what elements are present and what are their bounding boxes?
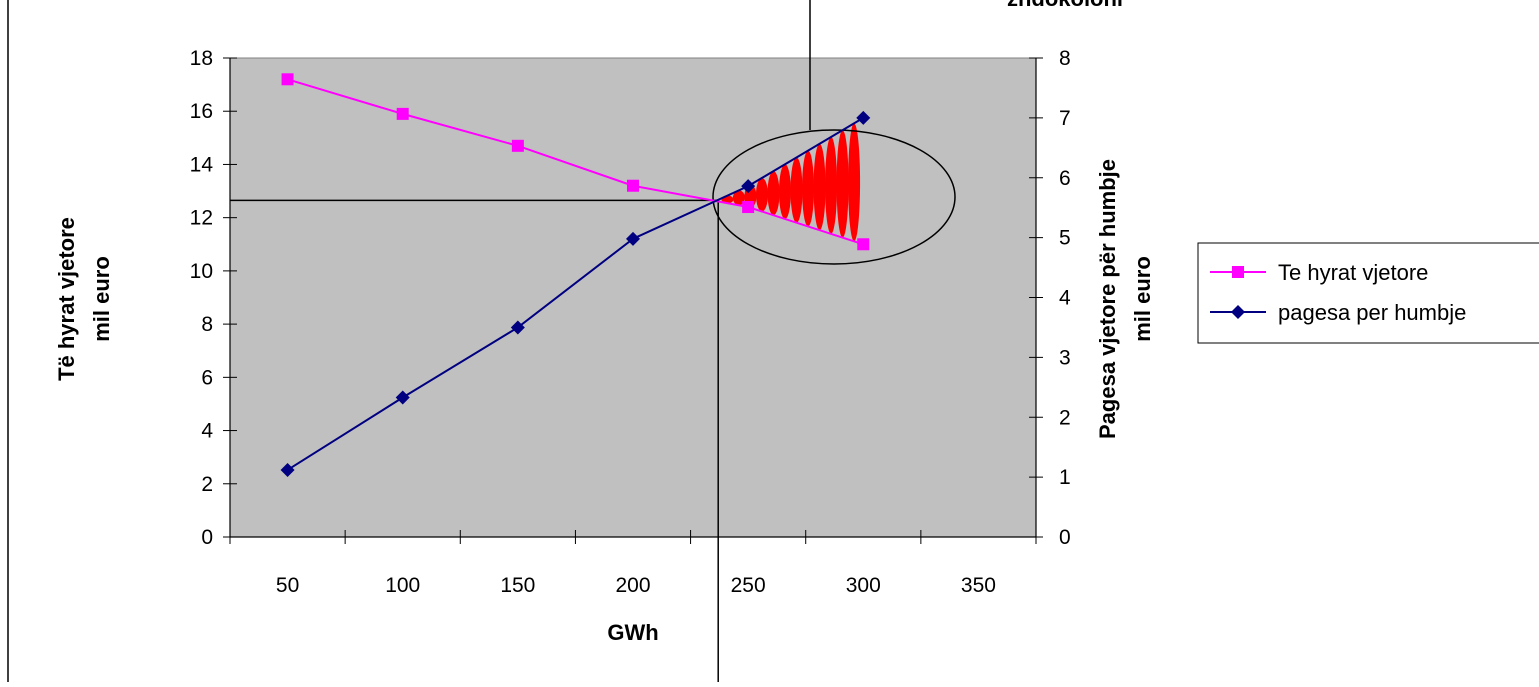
left-y-tick-label: 8 <box>201 313 213 336</box>
x-tick-label: 300 <box>846 574 881 597</box>
left-axis-title-line1: Të hyrat vjetore <box>54 217 79 381</box>
left-y-tick-label: 10 <box>190 260 213 283</box>
x-tick-label: 100 <box>385 574 420 597</box>
right-y-tick-label: 7 <box>1059 107 1071 130</box>
highlight-region <box>712 0 956 265</box>
data-point-square <box>396 107 409 120</box>
right-y-tick-label: 6 <box>1059 167 1071 190</box>
right-y-tick-labels: 0 1 2 3 4 5 6 7 8 <box>1059 47 1071 549</box>
data-point-diamond <box>395 390 410 405</box>
x-tick-label: 150 <box>500 574 535 597</box>
series-line-0 <box>287 78 864 246</box>
highlight-mark <box>802 150 815 227</box>
left-y-tick-labels: 0 2 4 6 8 10 12 14 16 18 <box>190 47 214 549</box>
right-y-tick-label: 5 <box>1059 227 1071 250</box>
legend-label-revenue: Te hyrat vjetore <box>1278 260 1428 285</box>
highlight-mark <box>790 157 803 223</box>
right-y-tick-label: 4 <box>1059 287 1071 310</box>
right-y-tick-label: 2 <box>1059 406 1071 429</box>
x-tick-label: 50 <box>276 574 299 597</box>
left-y-tick-label: 18 <box>190 47 213 70</box>
highlight-mark <box>836 130 849 238</box>
callout-ellipse <box>712 129 956 265</box>
data-point-diamond <box>280 462 295 477</box>
data-point-diamond <box>510 320 525 335</box>
highlight-mark <box>813 143 826 231</box>
left-y-tick-label: 14 <box>190 153 214 176</box>
legend-box <box>1197 242 1539 344</box>
top-annotation: zhdokoloni <box>1007 0 1123 11</box>
legend: Te hyrat vjetore pagesa per humbje <box>1197 242 1539 344</box>
left-y-tick-label: 4 <box>201 420 213 443</box>
plot-area <box>229 57 1037 538</box>
chart-border <box>7 0 9 687</box>
legend-square-marker <box>1232 266 1244 278</box>
x-tick-label: 200 <box>615 574 650 597</box>
x-tick-label: 250 <box>731 574 766 597</box>
data-point-diamond <box>741 179 756 194</box>
left-y-tick-label: 0 <box>201 526 213 549</box>
highlight-mark <box>767 171 780 216</box>
left-y-tick-label: 2 <box>201 473 213 496</box>
reference-lines <box>230 199 719 682</box>
highlight-mark <box>848 123 861 242</box>
left-axis-title: Të hyrat vjetore mil euro <box>54 217 114 381</box>
right-axis-title-line2: mil euro <box>1130 256 1155 342</box>
legend-item-revenue: Te hyrat vjetore <box>1210 260 1428 285</box>
right-y-tick-label: 8 <box>1059 47 1071 70</box>
right-axis-title: Pagesa vjetore për humbje mil euro <box>1095 159 1155 439</box>
x-axis-title: GWh <box>607 620 658 645</box>
data-point-square <box>511 139 524 152</box>
data-point-diamond <box>856 110 871 125</box>
highlight-mark <box>825 136 838 234</box>
right-y-tick-label: 1 <box>1059 466 1071 489</box>
right-axis-title-line1: Pagesa vjetore për humbje <box>1095 159 1120 439</box>
axes <box>223 57 1043 544</box>
data-point-square <box>857 238 870 251</box>
right-y-tick-label: 3 <box>1059 346 1071 369</box>
highlight-mark <box>755 177 768 212</box>
data-point-diamond <box>626 231 640 246</box>
left-y-tick-label: 6 <box>201 366 213 389</box>
data-point-square <box>742 201 755 214</box>
series-layer <box>280 73 871 477</box>
highlight-mark <box>778 164 791 219</box>
legend-item-loss-payment: pagesa per humbje <box>1210 300 1466 325</box>
highlight-mark <box>732 190 745 206</box>
data-point-square <box>281 73 294 86</box>
left-y-tick-label: 16 <box>190 100 213 123</box>
series-line-1 <box>287 117 864 471</box>
left-axis-title-line2: mil euro <box>89 256 114 342</box>
legend-label-loss-payment: pagesa per humbje <box>1278 300 1466 325</box>
x-tick-labels: 50 100 150 200 250 300 350 <box>276 574 996 597</box>
right-y-tick-label: 0 <box>1059 526 1071 549</box>
left-y-tick-label: 12 <box>190 207 213 230</box>
data-point-square <box>627 179 639 192</box>
x-tick-label: 350 <box>961 574 996 597</box>
legend-diamond-marker <box>1231 305 1245 319</box>
